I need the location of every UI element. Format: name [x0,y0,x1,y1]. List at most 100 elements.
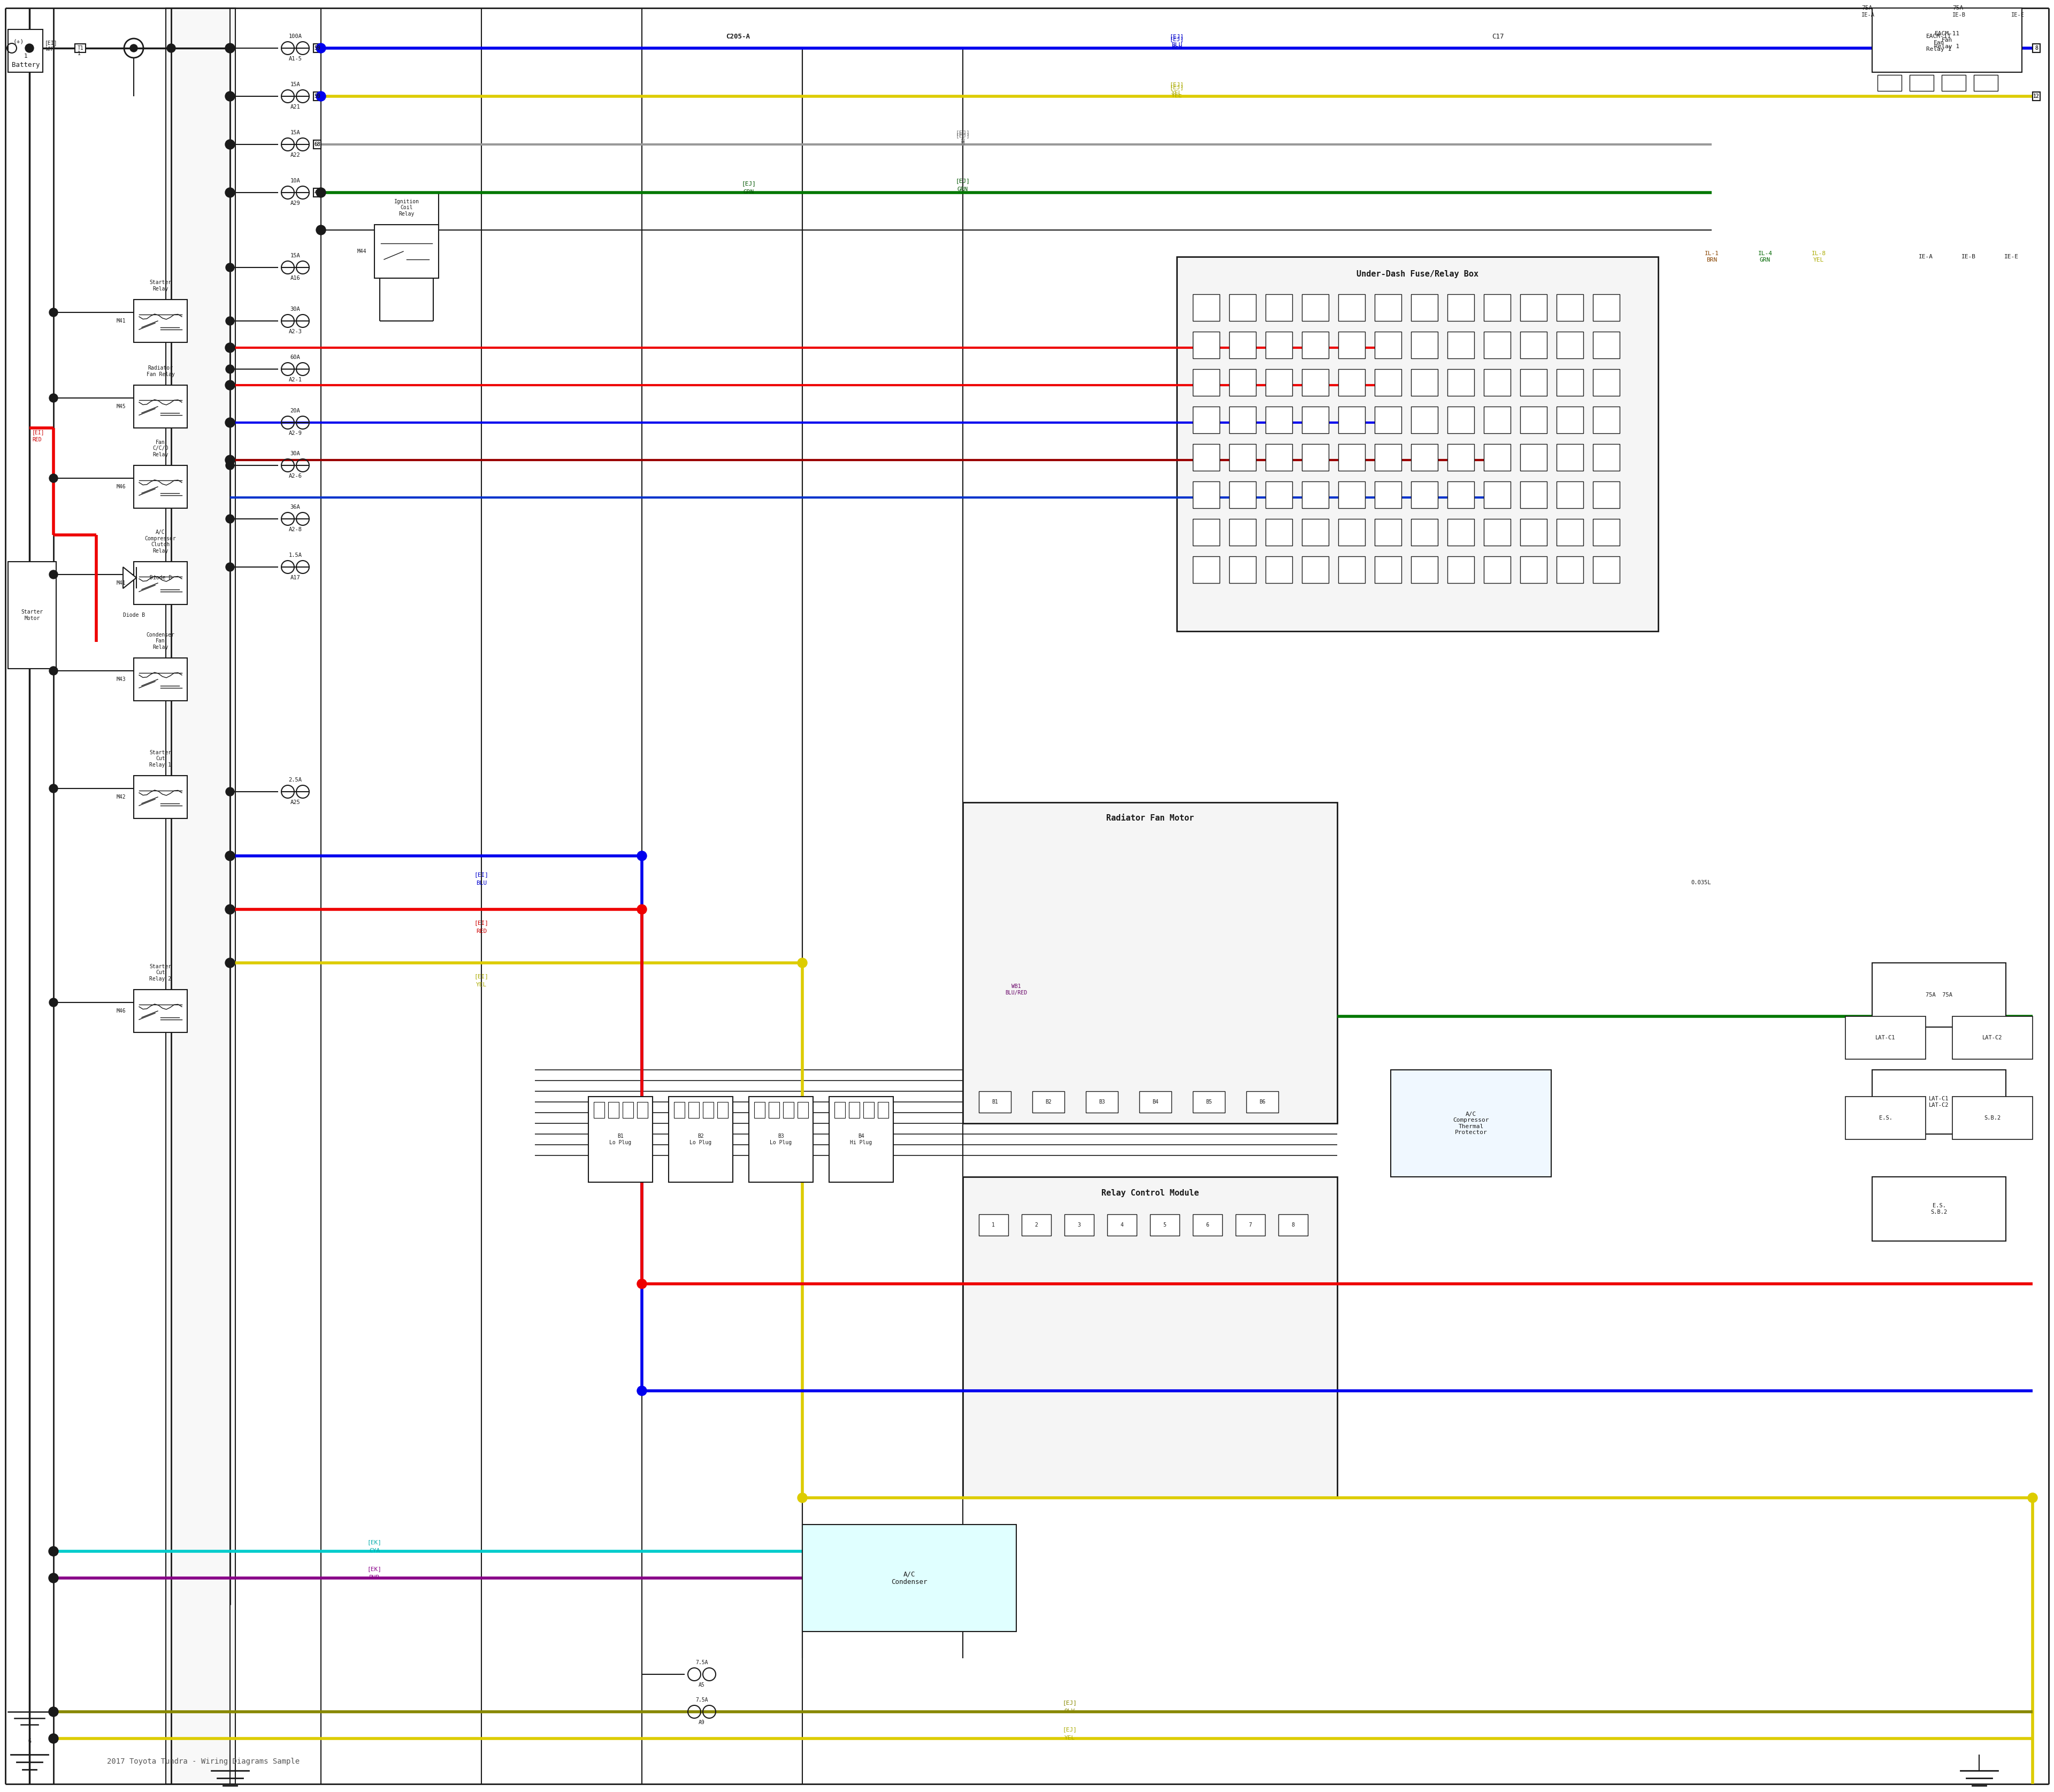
Text: 30A: 30A [290,452,300,457]
Bar [1520,294,1547,321]
Bar [1228,444,1255,471]
Bar [1140,1091,1171,1113]
Circle shape [316,188,325,197]
Bar [717,1102,727,1118]
Bar [1411,407,1438,434]
Bar [1391,1070,1551,1177]
Text: BLU: BLU [477,880,487,885]
Bar [314,43,320,52]
Bar [1302,556,1329,582]
Bar [1448,520,1475,545]
Bar [834,1102,844,1118]
Circle shape [226,418,234,426]
Text: S.B.2: S.B.2 [1984,1115,2001,1120]
Text: GRN: GRN [957,186,967,192]
Text: 4: 4 [1119,1222,1124,1228]
Bar [980,1215,1009,1236]
Text: 20A: 20A [290,409,300,414]
Bar [1953,1097,2033,1140]
Bar [1228,407,1255,434]
Bar [1228,482,1255,509]
Bar [1228,520,1255,545]
Text: W: W [961,142,965,147]
Circle shape [49,1708,58,1717]
Circle shape [226,461,234,470]
Text: A2-8: A2-8 [288,527,302,532]
Circle shape [316,43,327,54]
Text: [EJ]: [EJ] [955,131,969,136]
Text: Battery: Battery [12,61,39,68]
Text: M42: M42 [117,794,125,799]
Bar [1557,369,1584,396]
Text: BLU: BLU [1171,43,1183,48]
Text: [EI]: [EI] [33,430,45,435]
Text: WHT: WHT [45,47,55,52]
Bar [750,1097,813,1183]
Text: 59: 59 [314,93,320,99]
Bar [754,1102,764,1118]
Text: 42: 42 [314,190,320,195]
Text: 59: 59 [314,45,320,50]
Circle shape [226,851,234,860]
Circle shape [797,1493,807,1503]
Text: [EJ]: [EJ] [1062,1701,1076,1706]
Circle shape [166,43,175,52]
Circle shape [226,91,234,100]
Text: A17: A17 [290,575,300,581]
Text: 100A: 100A [288,34,302,39]
Text: A9: A9 [698,1720,705,1726]
Bar [1594,294,1621,321]
Text: LAT-C1
LAT-C2: LAT-C1 LAT-C2 [1929,1097,1949,1107]
Bar [1265,407,1292,434]
Bar [314,43,320,52]
Bar [830,1097,893,1183]
Circle shape [49,667,58,676]
Bar [1339,332,1366,358]
Bar [314,140,320,149]
Text: IE-E: IE-E [2005,254,2019,260]
Bar [1844,1097,1927,1140]
Circle shape [226,418,234,426]
Text: Starter
Cut
Relay 1: Starter Cut Relay 1 [150,749,170,767]
Bar [1483,444,1510,471]
Text: 1.5A: 1.5A [288,552,302,557]
Bar [1557,482,1584,509]
Circle shape [49,998,58,1007]
Text: 75A: 75A [1861,5,1873,11]
Bar [1557,520,1584,545]
Bar [1193,1215,1222,1236]
Bar [1448,332,1475,358]
Bar [1177,256,1658,631]
Circle shape [226,905,234,914]
Text: IL-8
YEL: IL-8 YEL [1812,251,1826,263]
Bar [1520,369,1547,396]
Bar [1941,75,1966,91]
Text: IE-A: IE-A [1861,13,1875,18]
Text: M44: M44 [357,249,366,254]
Bar [688,1102,698,1118]
Bar [1150,1215,1179,1236]
Text: A1-5: A1-5 [288,56,302,61]
Text: [EI]: [EI] [474,973,489,978]
Text: BLU: BLU [1171,45,1183,50]
Bar [1520,482,1547,509]
Bar [1448,556,1475,582]
Text: T1: T1 [78,45,84,50]
Bar [1064,1215,1095,1236]
Text: Relay Control Module: Relay Control Module [1101,1188,1200,1197]
Circle shape [49,308,58,317]
Text: (+): (+) [12,39,25,45]
Text: LAT-C2: LAT-C2 [1982,1036,2003,1041]
Bar [963,803,1337,1124]
Text: Starter
Cut
Relay 2: Starter Cut Relay 2 [150,964,170,982]
Bar [1483,482,1510,509]
Bar [963,1177,1337,1498]
Text: CYA: CYA [370,1548,380,1554]
Text: A25: A25 [290,799,300,805]
Bar [1339,482,1366,509]
Text: [EJ]: [EJ] [1169,84,1183,90]
Text: 1: 1 [78,50,80,56]
Bar [1193,482,1220,509]
Circle shape [226,418,234,428]
Text: A5: A5 [698,1683,705,1688]
